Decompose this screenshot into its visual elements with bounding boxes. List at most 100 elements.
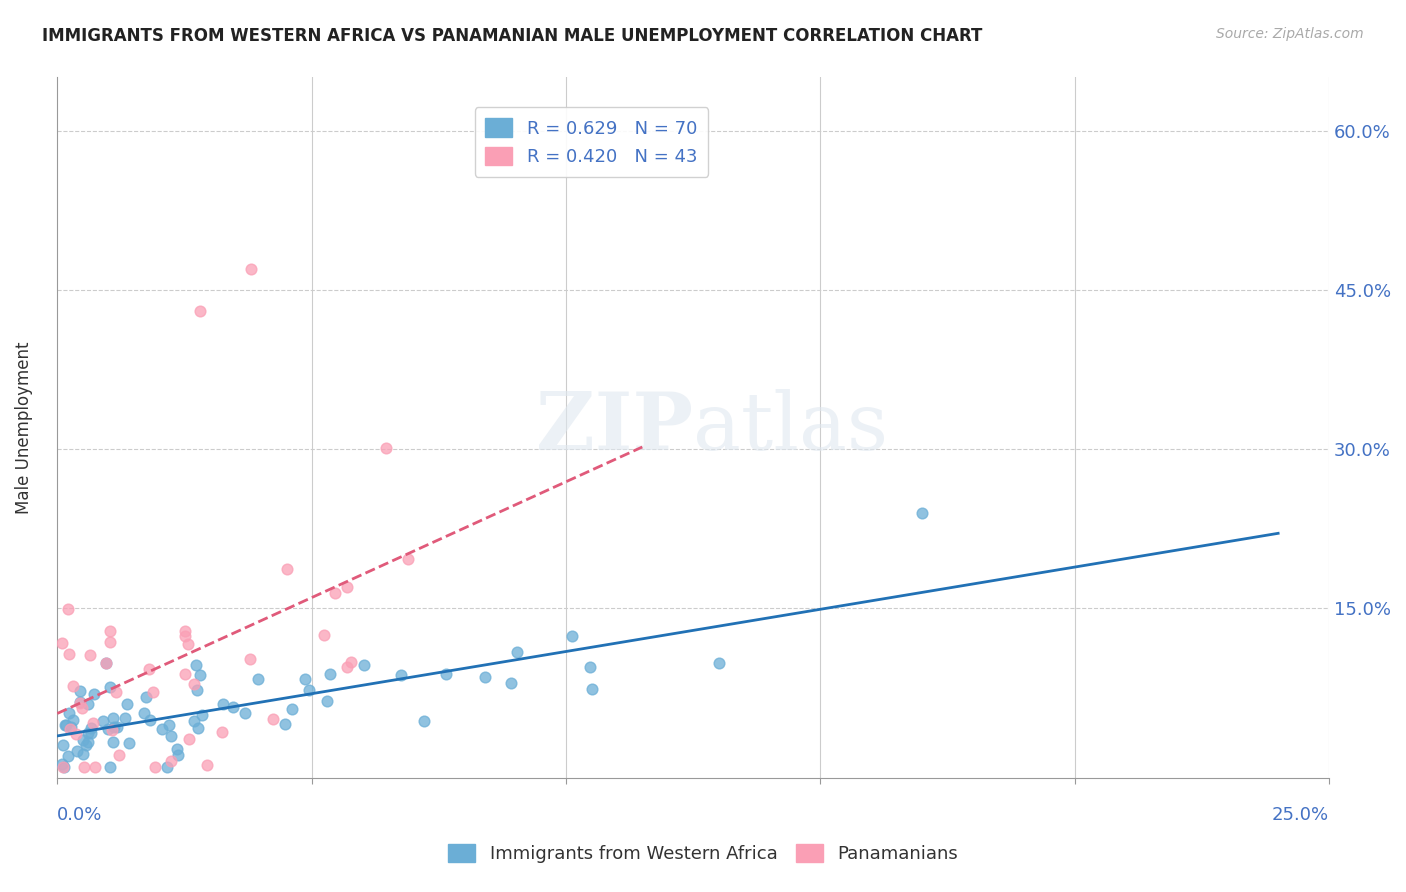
Point: [105, 721, 128, 735]
Point: [108, 747, 131, 762]
Point: [66, 744, 89, 758]
Text: ZIP: ZIP: [536, 389, 693, 467]
Point: [135, 690, 157, 704]
Point: [581, 682, 603, 697]
Point: [239, 261, 262, 276]
Point: [177, 637, 200, 651]
Point: [501, 675, 523, 690]
Point: [294, 673, 316, 687]
Text: Source: ZipAtlas.com: Source: ZipAtlas.com: [1216, 27, 1364, 41]
Point: [247, 672, 270, 686]
Point: [139, 713, 162, 727]
Point: [190, 708, 212, 723]
Point: [70, 701, 93, 715]
Point: [183, 677, 205, 691]
Point: [84, 760, 107, 774]
Point: [160, 729, 183, 743]
Point: [143, 760, 166, 774]
Point: [561, 629, 583, 643]
Point: [195, 758, 218, 772]
Point: [58, 706, 80, 720]
Point: [353, 657, 375, 672]
Point: [101, 711, 124, 725]
Point: [98, 680, 121, 694]
Point: [339, 655, 361, 669]
Point: [298, 683, 321, 698]
Point: [707, 656, 730, 670]
Point: [77, 726, 100, 740]
Point: [183, 714, 205, 729]
Point: [187, 721, 209, 735]
Point: [323, 586, 346, 600]
Point: [98, 760, 121, 774]
Point: [69, 695, 91, 709]
Point: [166, 742, 188, 756]
Point: [94, 656, 117, 670]
Point: [91, 714, 114, 728]
Point: [114, 711, 136, 725]
Point: [335, 660, 357, 674]
Point: [69, 683, 91, 698]
Point: [101, 723, 124, 737]
Point: [53, 718, 76, 732]
Legend: R = 0.629   N = 70, R = 0.420   N = 43: R = 0.629 N = 70, R = 0.420 N = 43: [475, 107, 709, 177]
Text: atlas: atlas: [693, 389, 889, 467]
Point: [319, 667, 342, 681]
Point: [80, 721, 103, 735]
Point: [911, 506, 934, 520]
Point: [60, 720, 83, 734]
Point: [396, 552, 419, 566]
Point: [276, 562, 298, 576]
Point: [115, 697, 138, 711]
Y-axis label: Male Unemployment: Male Unemployment: [15, 342, 32, 514]
Point: [75, 738, 97, 752]
Point: [52, 760, 75, 774]
Point: [55, 718, 77, 732]
Point: [211, 725, 233, 739]
Point: [77, 698, 100, 712]
Point: [375, 441, 398, 455]
Point: [72, 747, 94, 761]
Point: [173, 628, 195, 642]
Point: [65, 727, 87, 741]
Point: [96, 656, 118, 670]
Point: [142, 685, 165, 699]
Point: [58, 602, 80, 616]
Text: 0.0%: 0.0%: [58, 806, 103, 824]
Point: [474, 670, 496, 684]
Point: [62, 679, 84, 693]
Point: [97, 722, 120, 736]
Point: [336, 580, 359, 594]
Text: IMMIGRANTS FROM WESTERN AFRICA VS PANAMANIAN MALE UNEMPLOYMENT CORRELATION CHART: IMMIGRANTS FROM WESTERN AFRICA VS PANAMA…: [42, 27, 983, 45]
Text: 25.0%: 25.0%: [1272, 806, 1329, 824]
Point: [72, 760, 94, 774]
Legend: Immigrants from Western Africa, Panamanians: Immigrants from Western Africa, Panamani…: [437, 833, 969, 874]
Point: [69, 696, 91, 710]
Point: [79, 648, 101, 662]
Point: [173, 624, 195, 639]
Point: [118, 736, 141, 750]
Point: [167, 748, 190, 763]
Point: [177, 731, 200, 746]
Point: [579, 660, 602, 674]
Point: [239, 652, 262, 666]
Point: [56, 748, 79, 763]
Point: [281, 702, 304, 716]
Point: [188, 304, 211, 318]
Point: [222, 700, 245, 714]
Point: [98, 635, 121, 649]
Point: [156, 760, 179, 774]
Point: [59, 722, 82, 736]
Point: [314, 628, 336, 642]
Point: [132, 706, 155, 721]
Point: [186, 683, 208, 698]
Point: [52, 738, 75, 752]
Point: [79, 725, 101, 739]
Point: [157, 718, 180, 732]
Point: [62, 713, 84, 727]
Point: [174, 666, 197, 681]
Point: [212, 698, 235, 712]
Point: [233, 706, 256, 720]
Point: [262, 712, 284, 726]
Point: [315, 694, 337, 708]
